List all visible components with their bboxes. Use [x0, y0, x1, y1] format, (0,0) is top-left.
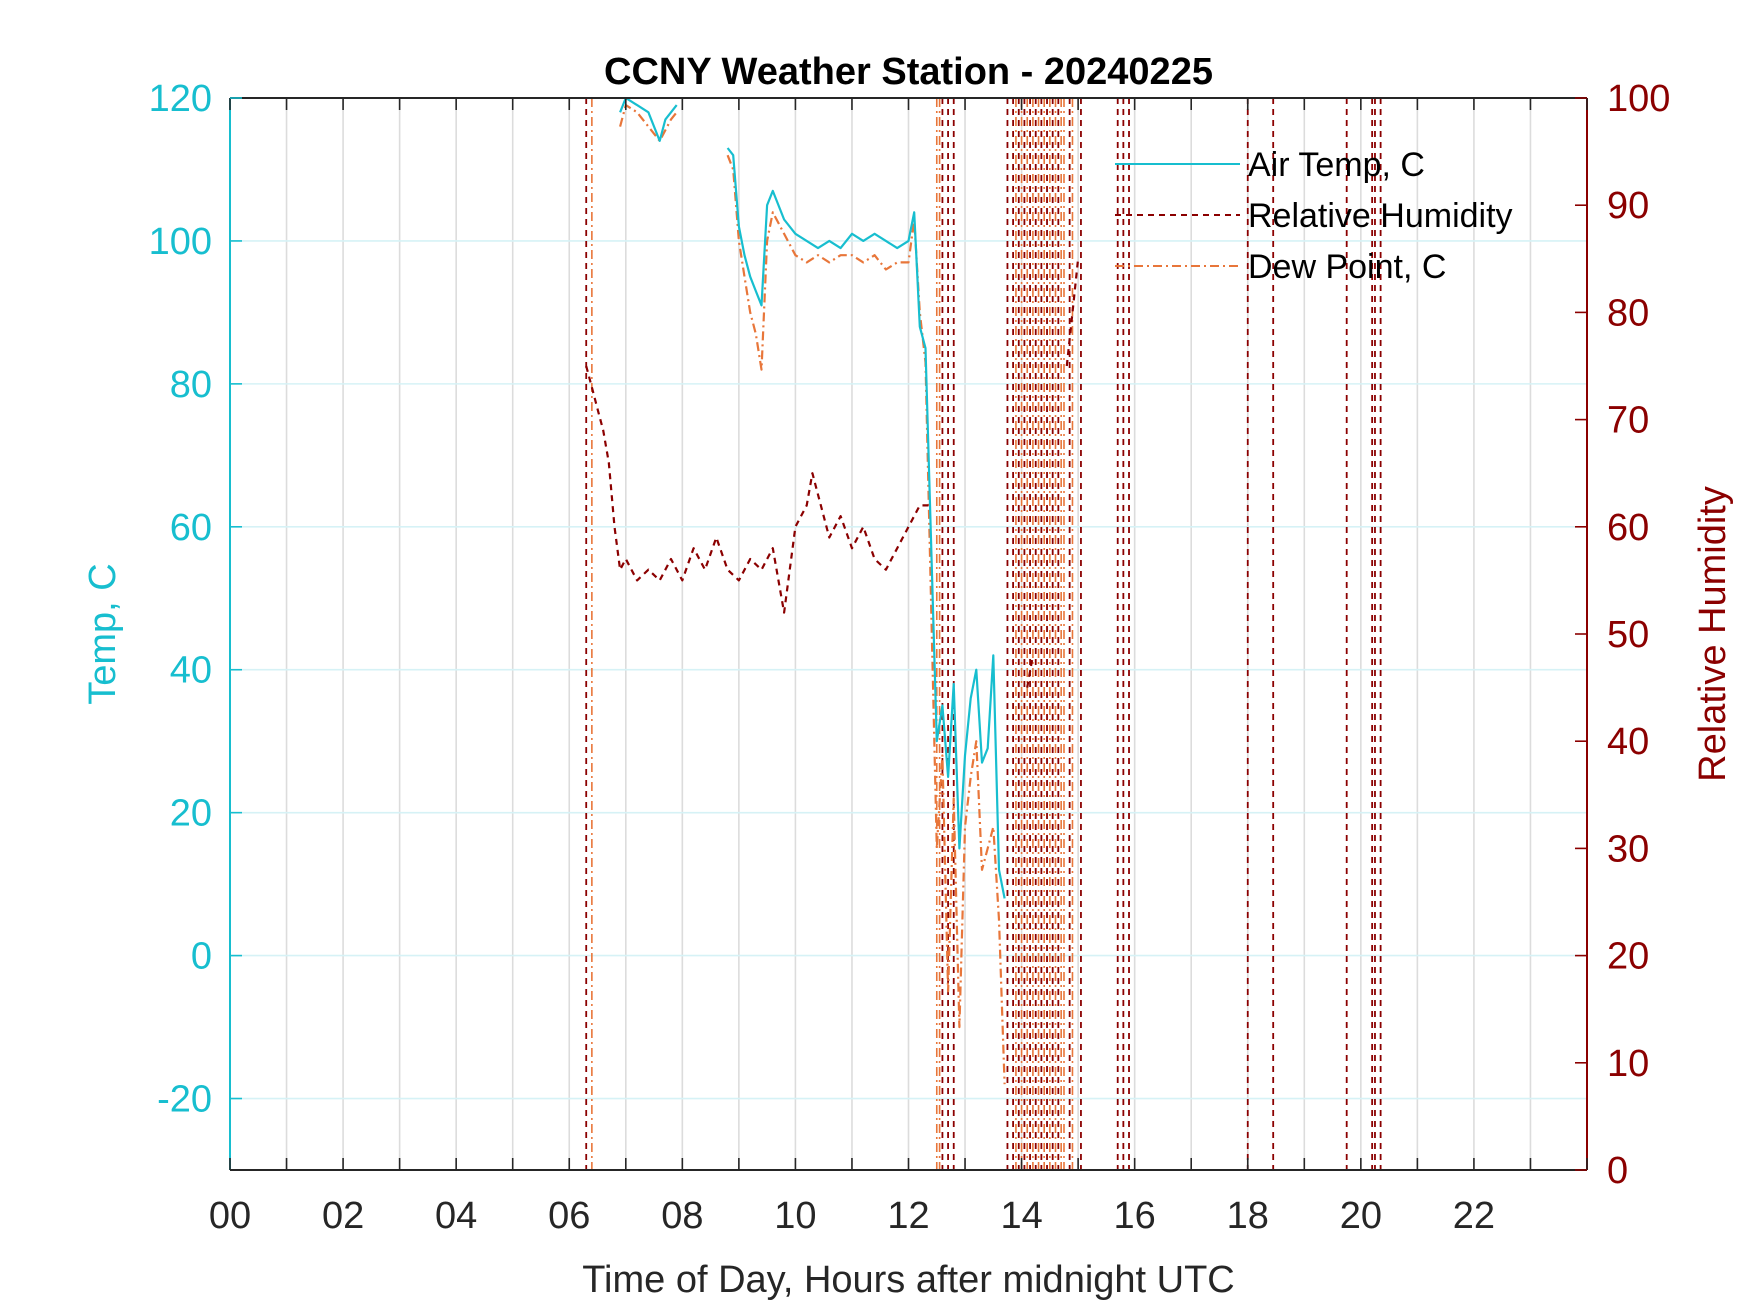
- legend-entry-relative-humidity: Relative Humidity: [1248, 197, 1513, 235]
- air-temp-series: [619, 98, 1006, 899]
- x-tick-label: 16: [1114, 1195, 1156, 1237]
- y-right-tick-label: 40: [1607, 721, 1649, 763]
- y-left-tick-label: 80: [170, 364, 212, 406]
- legend: Air Temp, C Relative Humidity Dew Point,…: [1115, 146, 1513, 286]
- y-axis-left-label: Temp, C: [82, 563, 124, 704]
- relative-humidity-series: [585, 258, 1080, 688]
- y-right-tick-label: 0: [1607, 1150, 1628, 1192]
- y-right-tick-label: 20: [1607, 936, 1649, 978]
- y-left-tick-label: 100: [149, 221, 212, 263]
- x-tick-label: 14: [1000, 1195, 1042, 1237]
- y-left-tick-label: 0: [191, 936, 212, 978]
- y-axis-right-label: Relative Humidity: [1692, 486, 1734, 782]
- y-right-tick-label: 90: [1607, 185, 1649, 227]
- x-tick-label: 12: [887, 1195, 929, 1237]
- y-left-tick-label: 40: [170, 650, 212, 692]
- y-right-tick-label: 50: [1607, 614, 1649, 656]
- y-right-tick-label: 60: [1607, 507, 1649, 549]
- x-tick-label: 02: [322, 1195, 364, 1237]
- x-axis-label: Time of Day, Hours after midnight UTC: [582, 1259, 1235, 1301]
- y-right-tick-label: 70: [1607, 400, 1649, 442]
- y-left-tick-label: 120: [149, 78, 212, 120]
- series-layer: [585, 98, 1382, 1170]
- y-right-tick-label: 80: [1607, 292, 1649, 334]
- y-left-tick-label: 60: [170, 507, 212, 549]
- y-right-tick-label: 30: [1607, 828, 1649, 870]
- y-left-tick-label: -20: [157, 1079, 212, 1121]
- y-left-tick-label: 20: [170, 793, 212, 835]
- x-tick-label: 20: [1340, 1195, 1382, 1237]
- y-right-tick-label: 100: [1607, 78, 1670, 120]
- x-tick-label: 06: [548, 1195, 590, 1237]
- chart-title: CCNY Weather Station - 20240225: [604, 51, 1213, 93]
- legend-entry-dew-point: Dew Point, C: [1248, 248, 1446, 286]
- x-tick-label: 10: [774, 1195, 816, 1237]
- legend-entry-air-temp: Air Temp, C: [1248, 146, 1425, 184]
- x-tick-label: 00: [209, 1195, 251, 1237]
- x-tick-label: 08: [661, 1195, 703, 1237]
- grid-lines: [230, 98, 1587, 1170]
- x-tick-label: 04: [435, 1195, 477, 1237]
- tick-marks: 00 02 04 06 08 10 12 14 16 18 20 22-200204060801001…: [149, 78, 1671, 1237]
- y-right-tick-label: 10: [1607, 1043, 1649, 1085]
- x-tick-label: 18: [1227, 1195, 1269, 1237]
- x-tick-label: 22: [1453, 1195, 1495, 1237]
